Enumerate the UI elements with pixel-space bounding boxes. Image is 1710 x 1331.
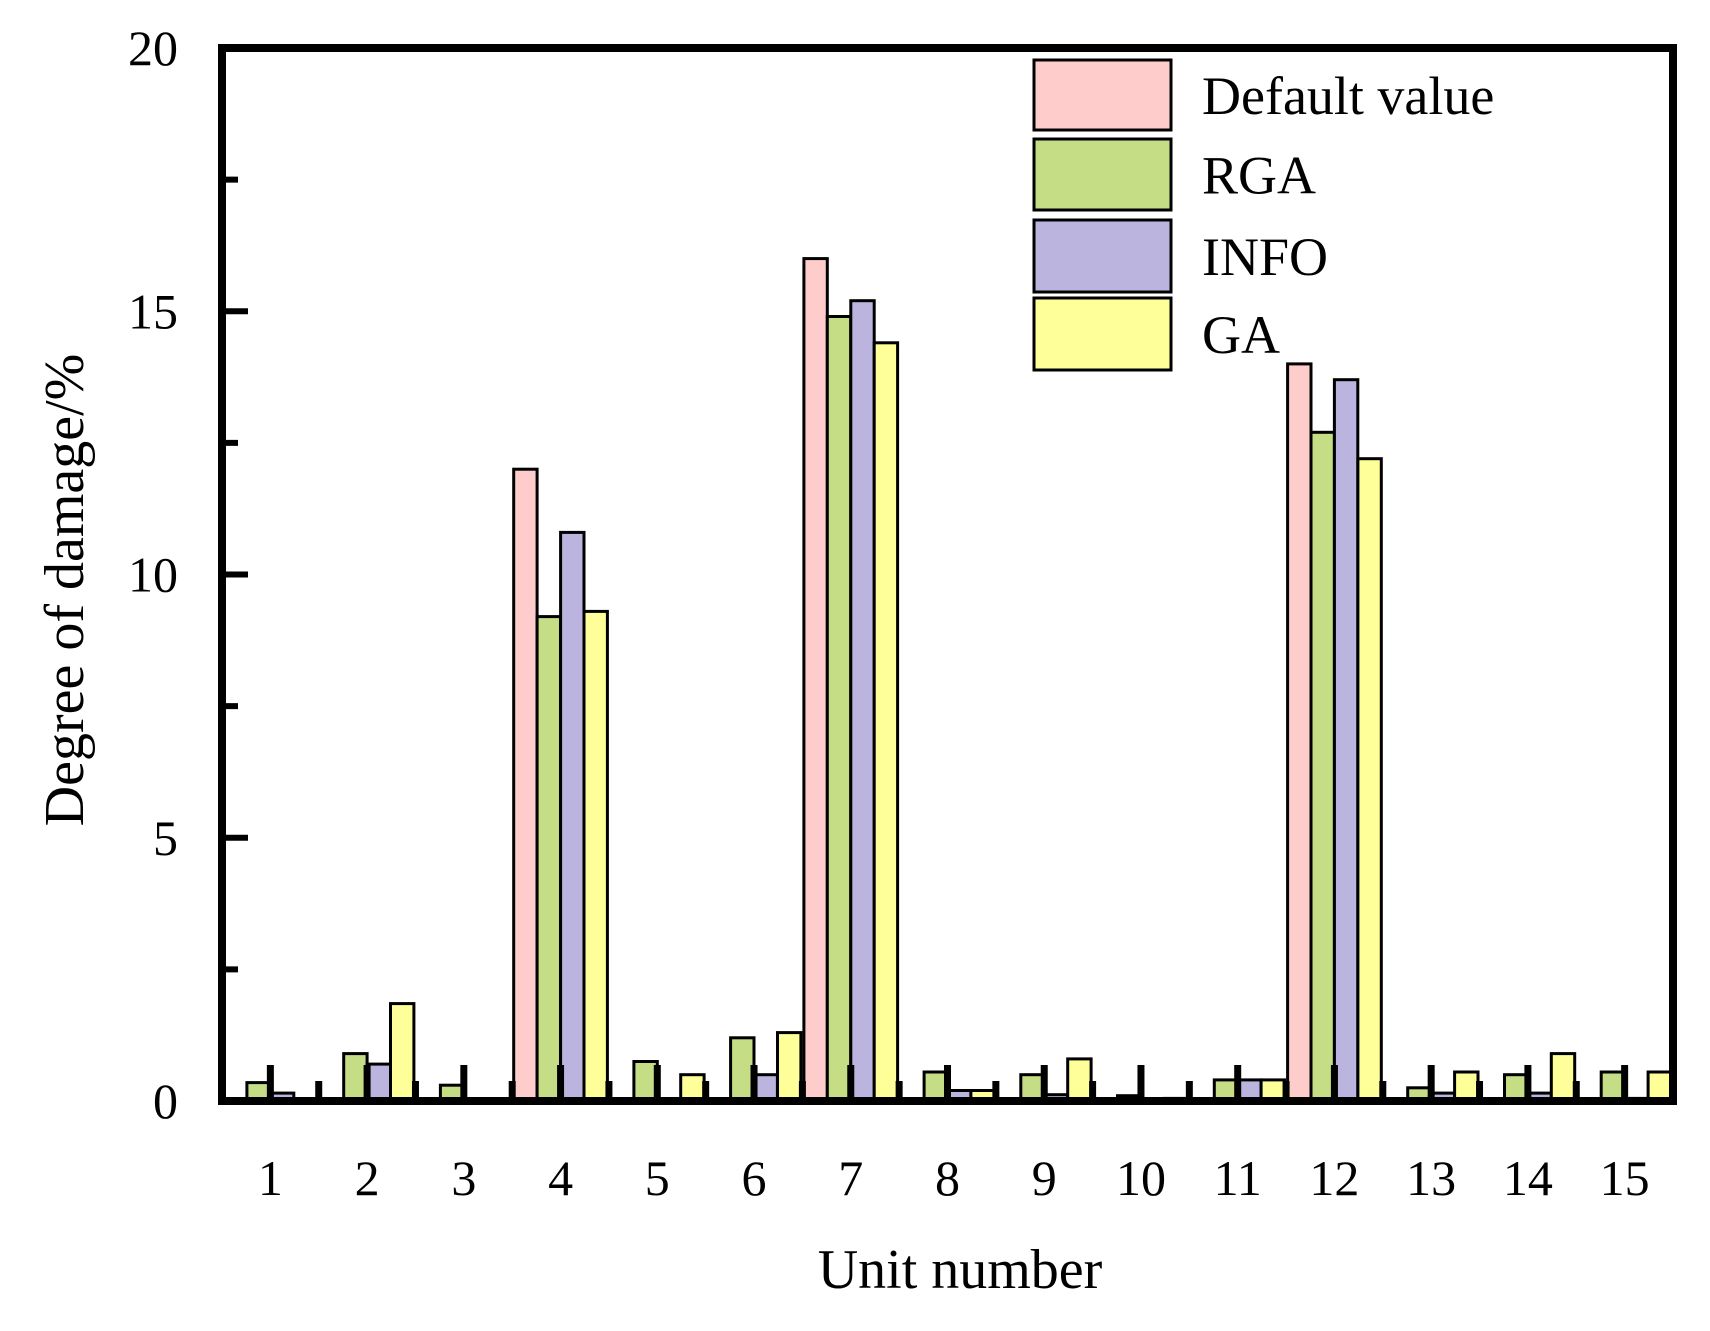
bar-ga-unit-9 xyxy=(1066,1057,1093,1103)
legend-item-info: INFO xyxy=(1032,218,1328,294)
x-tick-label: 5 xyxy=(645,1150,670,1206)
bar-rga-unit-7 xyxy=(825,315,853,1103)
x-tick-label: 3 xyxy=(451,1150,476,1206)
x-tick-label: 7 xyxy=(838,1150,863,1206)
bar-default-value-unit-7 xyxy=(802,257,829,1103)
x-tick-label: 10 xyxy=(1116,1150,1166,1206)
bar-default-value-unit-4 xyxy=(512,467,539,1103)
legend-label: INFO xyxy=(1202,227,1328,287)
y-axis-title: Degree of damage/% xyxy=(34,354,96,827)
legend-item-ga: GA xyxy=(1032,296,1280,372)
bar-default-value-unit-12 xyxy=(1286,362,1313,1103)
legend-swatch xyxy=(1032,58,1173,132)
legend-swatch xyxy=(1032,137,1173,212)
bar-info-unit-12 xyxy=(1332,378,1360,1103)
x-tick-label: 15 xyxy=(1600,1150,1650,1206)
bar-rga-unit-2 xyxy=(342,1052,369,1103)
y-tick-label: 10 xyxy=(128,547,178,603)
legend-swatch xyxy=(1032,218,1173,294)
y-axis-tick-labels: 0 5 10 15 20 xyxy=(128,20,178,1129)
bar-ga-unit-2 xyxy=(389,1002,416,1103)
legend-label: RGA xyxy=(1202,146,1316,206)
x-tick-label: 6 xyxy=(742,1150,767,1206)
x-tick-label: 4 xyxy=(548,1150,573,1206)
bar-rga-unit-4 xyxy=(535,615,562,1103)
x-tick-label: 2 xyxy=(355,1150,380,1206)
x-tick-label: 11 xyxy=(1214,1150,1262,1206)
x-tick-label: 14 xyxy=(1503,1150,1553,1206)
legend: Default value RGA INFO GA xyxy=(1032,58,1494,372)
bar-ga-unit-4 xyxy=(582,609,609,1103)
y-tick-label: 15 xyxy=(128,283,178,339)
bar-ga-unit-14 xyxy=(1549,1052,1577,1103)
y-tick-label: 20 xyxy=(128,20,178,76)
bar-ga-unit-6 xyxy=(776,1031,803,1103)
y-tick-label: 5 xyxy=(153,810,178,866)
x-tick-label: 12 xyxy=(1309,1150,1359,1206)
bar-ga-unit-7 xyxy=(872,341,900,1103)
bar-info-unit-2 xyxy=(365,1062,393,1103)
bars-layer xyxy=(245,257,1673,1103)
legend-label: Default value xyxy=(1202,66,1494,126)
legend-item-default-value: Default value xyxy=(1032,58,1494,132)
bar-ga-unit-13 xyxy=(1453,1070,1480,1103)
legend-item-rga: RGA xyxy=(1032,137,1316,212)
bar-info-unit-7 xyxy=(849,299,876,1103)
x-axis-title: Unit number xyxy=(818,1239,1103,1301)
bar-rga-unit-6 xyxy=(729,1036,756,1103)
bar-ga-unit-12 xyxy=(1356,457,1383,1103)
x-tick-label: 1 xyxy=(258,1150,283,1206)
bar-rga-unit-12 xyxy=(1309,430,1336,1103)
y-tick-label: 0 xyxy=(153,1073,178,1129)
bar-rga-unit-8 xyxy=(922,1070,949,1103)
bar-info-unit-4 xyxy=(559,530,586,1103)
x-tick-label: 13 xyxy=(1406,1150,1456,1206)
x-axis-tick-labels: 1 2 3 4 5 6 7 8 9 10 11 12 13 14 15 xyxy=(258,1150,1650,1206)
legend-swatch xyxy=(1032,296,1173,372)
x-tick-label: 9 xyxy=(1032,1150,1057,1206)
bar-rga-unit-15 xyxy=(1599,1070,1627,1103)
legend-label: GA xyxy=(1202,305,1280,365)
bar-rga-unit-5 xyxy=(632,1060,659,1103)
x-tick-label: 8 xyxy=(935,1150,960,1206)
bar-ga-unit-15 xyxy=(1646,1070,1673,1103)
axis-ticks xyxy=(222,45,1629,1104)
plot-frame xyxy=(218,44,1677,1105)
